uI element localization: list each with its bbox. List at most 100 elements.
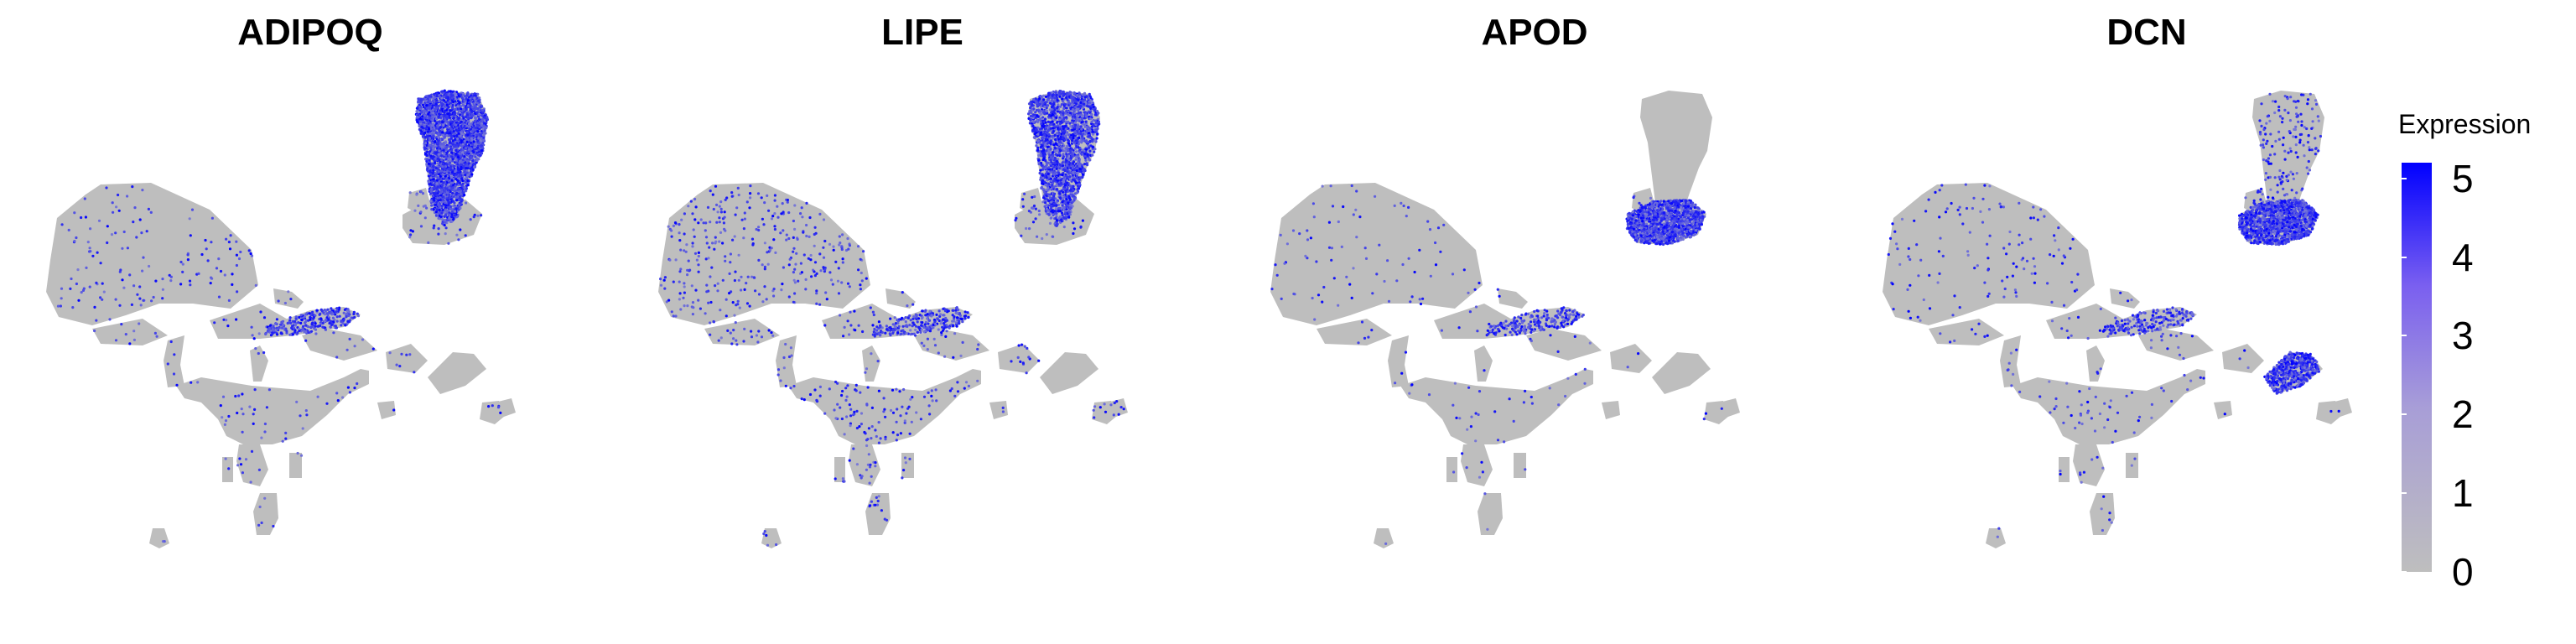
cell-point: [73, 240, 76, 243]
cell-point: [450, 125, 454, 128]
cell-point: [687, 259, 690, 262]
cell-point: [718, 205, 721, 208]
panel-title: ADIPOQ: [237, 12, 383, 53]
cell-point: [241, 471, 244, 475]
cell-point: [439, 163, 443, 166]
cell-point: [293, 319, 297, 323]
cell-point: [853, 309, 856, 313]
cell-point: [253, 408, 257, 411]
cluster-background: [222, 457, 233, 482]
cell-point: [840, 281, 844, 284]
cell-point: [434, 203, 437, 206]
cell-point: [333, 318, 336, 321]
cell-point: [665, 300, 668, 304]
cell-point: [227, 414, 231, 418]
cell-point: [449, 145, 453, 148]
cell-point: [449, 207, 452, 210]
cell-point: [419, 132, 423, 135]
cell-point: [449, 220, 453, 224]
cell-point: [235, 253, 238, 257]
cell-point: [822, 218, 826, 221]
cell-point: [762, 223, 766, 226]
cell-point: [697, 263, 700, 267]
cell-point: [765, 533, 768, 538]
cell-point: [267, 388, 271, 392]
cell-point: [836, 279, 840, 283]
cell-point: [439, 109, 442, 112]
cell-point: [884, 415, 887, 418]
cell-point: [1046, 112, 1049, 115]
cell-point: [815, 398, 818, 402]
cell-point: [454, 152, 458, 155]
cell-point: [834, 260, 838, 263]
cell-point: [101, 282, 104, 285]
cell-point: [459, 150, 462, 153]
cell-point: [659, 278, 662, 281]
cell-point: [453, 201, 456, 205]
panel-1: ADIPOQ: [8, 0, 612, 644]
cell-point: [932, 337, 936, 340]
cell-point: [332, 331, 335, 335]
cell-point: [451, 191, 454, 195]
cell-point: [447, 158, 450, 161]
cell-point: [306, 330, 309, 333]
cell-point: [335, 319, 339, 323]
cell-point: [843, 480, 846, 483]
cell-point: [154, 279, 158, 283]
cell-point: [112, 210, 115, 214]
cell-point: [472, 153, 476, 157]
cell-point: [80, 216, 83, 220]
cluster-background: [862, 345, 880, 382]
cell-point: [296, 451, 299, 455]
cell-point: [453, 161, 457, 164]
cell-point: [1076, 172, 1079, 175]
cell-point: [428, 100, 432, 103]
cell-point: [118, 304, 122, 307]
cell-point: [227, 241, 231, 244]
cell-point: [464, 180, 467, 184]
cell-point: [961, 340, 964, 344]
cell-point: [172, 372, 176, 376]
cell-point: [93, 329, 96, 333]
cell-point: [683, 212, 686, 216]
cell-point: [466, 99, 470, 102]
cell-point: [749, 184, 752, 188]
cell-point: [138, 297, 142, 300]
cell-point: [205, 247, 208, 251]
cell-point: [126, 195, 129, 198]
cell-point: [898, 390, 901, 393]
cell-point: [796, 237, 799, 241]
cell-point: [792, 271, 795, 274]
cell-point: [877, 441, 880, 444]
cell-point: [896, 434, 900, 437]
cell-point: [772, 294, 776, 298]
cell-point: [329, 325, 332, 329]
cell-point: [462, 107, 465, 111]
cell-point: [716, 282, 719, 285]
cell-point: [712, 319, 715, 324]
cell-point: [691, 212, 694, 216]
cell-point: [460, 120, 463, 123]
cell-point: [175, 383, 179, 387]
cell-point: [423, 147, 427, 150]
cell-point: [304, 315, 307, 319]
cell-point: [441, 208, 444, 212]
cell-point: [75, 282, 78, 286]
cell-point: [800, 271, 803, 274]
cell-point: [152, 295, 155, 299]
cell-point: [459, 173, 462, 176]
cell-point: [823, 324, 827, 327]
cell-point: [148, 264, 151, 268]
cell-point: [793, 227, 797, 231]
cell-point: [445, 103, 449, 106]
cell-point: [846, 319, 849, 323]
cell-point: [110, 233, 114, 236]
cell-point: [854, 383, 858, 387]
cell-point: [444, 174, 447, 178]
cell-point: [742, 227, 745, 231]
cell-point: [450, 179, 454, 182]
cell-point: [865, 403, 869, 407]
cell-point: [818, 303, 822, 306]
cell-point: [472, 216, 475, 219]
cell-point: [782, 356, 786, 360]
